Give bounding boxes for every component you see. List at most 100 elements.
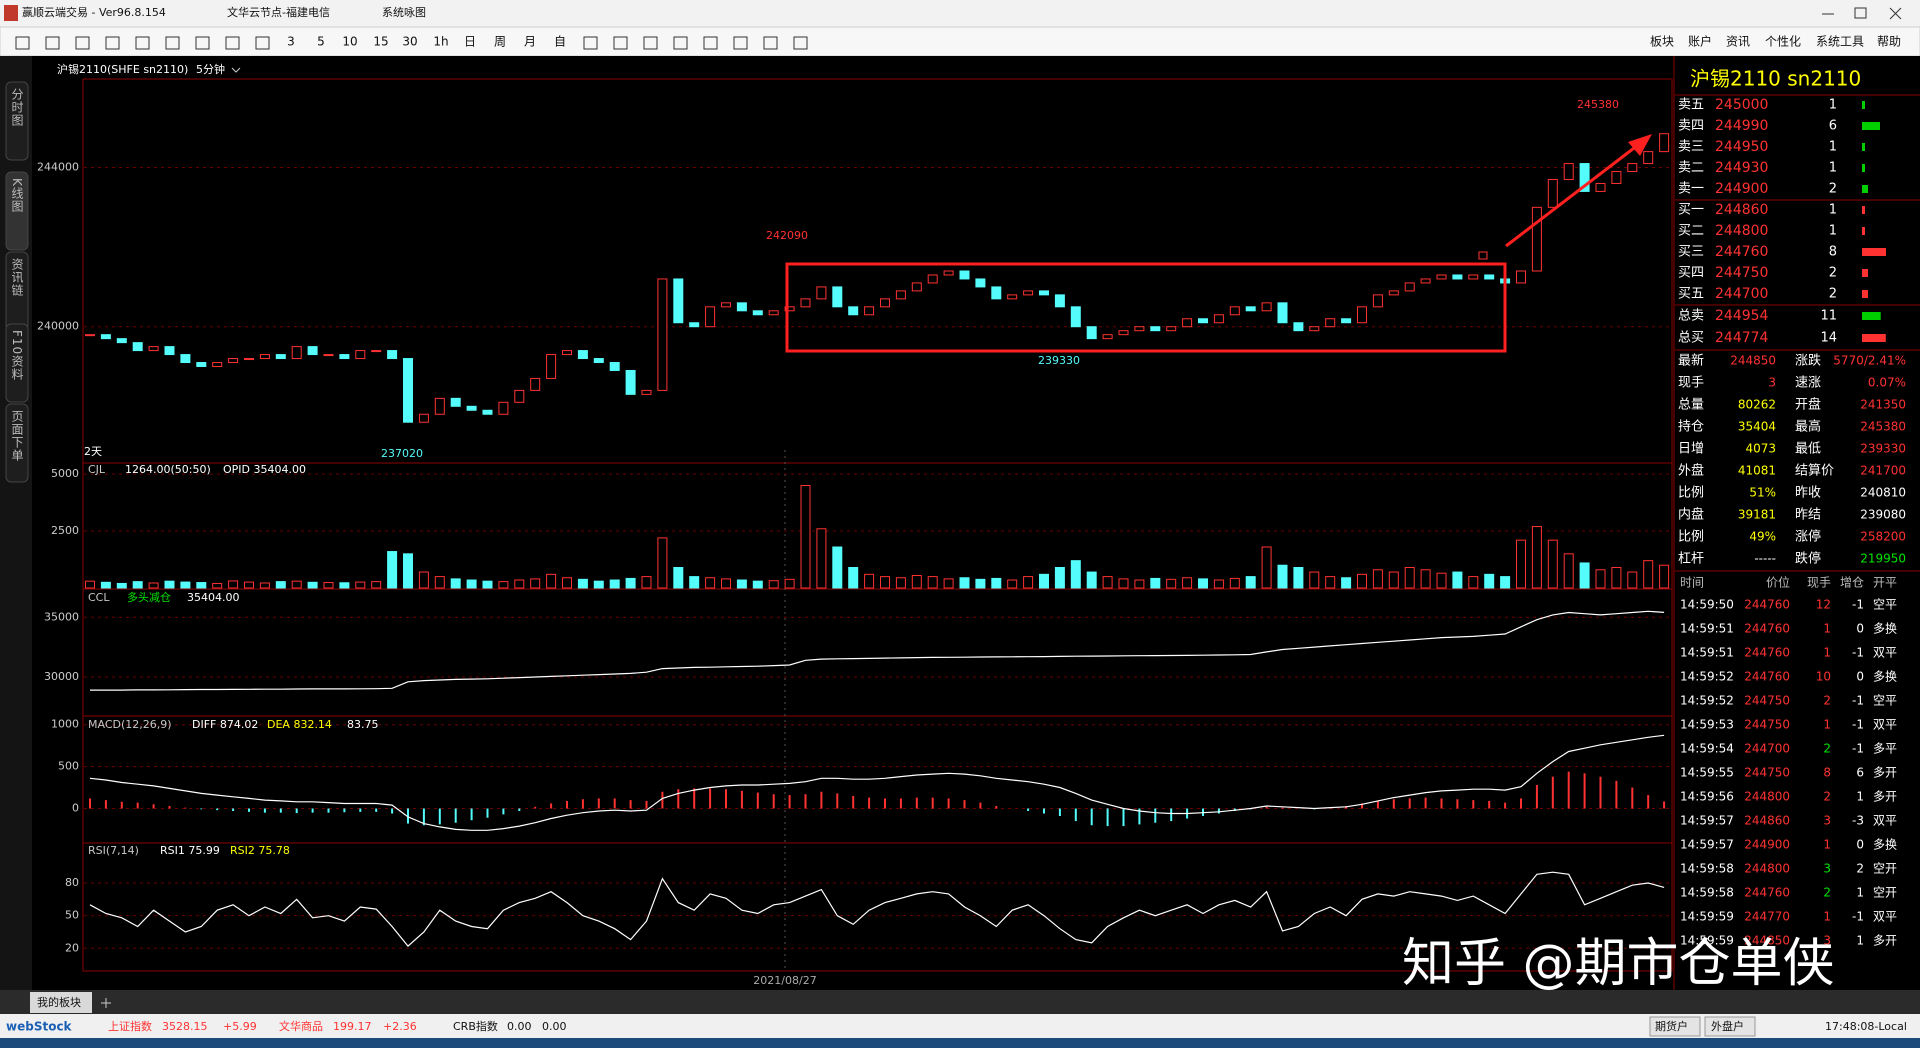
- rsi2-value: RSI2 75.78: [230, 844, 290, 857]
- period-button[interactable]: 月: [524, 35, 536, 49]
- candle: [355, 350, 366, 360]
- candle: [1595, 182, 1606, 192]
- book-bar: [1862, 269, 1868, 277]
- toolbar-icon[interactable]: [75, 36, 90, 50]
- candle: [848, 306, 859, 316]
- period-selector[interactable]: 5分钟: [196, 62, 225, 76]
- volume-bar: [1245, 576, 1256, 589]
- index-value: 3528.15: [162, 1020, 208, 1033]
- candle: [307, 346, 318, 356]
- account-button-label[interactable]: 外盘户: [1711, 1019, 1744, 1033]
- toolbar-icon[interactable]: [15, 36, 30, 50]
- toolbar-icon[interactable]: [733, 36, 748, 50]
- ccl-label[interactable]: CCL: [88, 591, 110, 604]
- arrow-head: [1628, 134, 1652, 156]
- toolbar-icon[interactable]: [165, 36, 180, 50]
- stat-value: 51%: [1749, 486, 1776, 500]
- candle: [816, 286, 827, 300]
- side-tab[interactable]: [5, 403, 29, 483]
- volume-label[interactable]: CJL: [88, 463, 106, 476]
- dropdown-arrow[interactable]: [231, 67, 241, 73]
- account-button[interactable]: [1649, 1016, 1701, 1037]
- menu-button[interactable]: 板块: [1650, 35, 1674, 49]
- toolbar-icon[interactable]: [613, 36, 628, 50]
- menu-item[interactable]: 系统咏图: [382, 6, 426, 19]
- toolbar-icon[interactable]: [793, 36, 808, 50]
- candle: [418, 413, 429, 423]
- menu-button[interactable]: 帮助: [1877, 35, 1901, 49]
- tab-label[interactable]: 我的板块: [37, 995, 81, 1009]
- volume-bar: [562, 577, 572, 589]
- account-button[interactable]: [1704, 1016, 1756, 1037]
- add-tab[interactable]: [101, 998, 111, 1008]
- close-button[interactable]: [1889, 7, 1902, 20]
- period-button[interactable]: 3: [287, 35, 295, 49]
- toolbar-icon[interactable]: [135, 36, 150, 50]
- account-button-label[interactable]: 期货户: [1655, 1019, 1688, 1033]
- period-button[interactable]: 10: [342, 35, 357, 49]
- macd-label[interactable]: MACD(12,26,9): [88, 718, 172, 731]
- candle: [323, 354, 334, 357]
- toolbar-icon[interactable]: [195, 36, 210, 50]
- node-label[interactable]: 文华云节点-福建电信: [227, 5, 330, 19]
- toolbar-icon[interactable]: [763, 36, 778, 50]
- volume-bar: [1643, 560, 1654, 589]
- candle: [148, 346, 159, 352]
- volume-bar: [1166, 578, 1177, 589]
- trade-cell: 多平: [1873, 742, 1897, 756]
- period-button[interactable]: 日: [464, 35, 476, 49]
- period-button[interactable]: 自: [554, 35, 566, 49]
- period-button[interactable]: 周: [494, 35, 506, 49]
- side-tab-label[interactable]: 页面下单: [10, 410, 24, 462]
- candle: [689, 322, 700, 328]
- volume-bar: [1563, 553, 1574, 589]
- candle: [514, 389, 525, 403]
- tab[interactable]: [30, 992, 92, 1013]
- stat-label: 昨收: [1795, 486, 1821, 501]
- menu-button[interactable]: 个性化: [1765, 35, 1801, 49]
- menu-button[interactable]: 系统工具: [1816, 35, 1864, 49]
- menu-button[interactable]: 资讯: [1726, 35, 1750, 49]
- toolbar-icon[interactable]: [45, 36, 60, 50]
- book-bar: [1862, 143, 1865, 151]
- stat-label: 持仓: [1678, 420, 1704, 435]
- toolbar-icon[interactable]: [105, 36, 120, 50]
- stat-label: 最低: [1795, 442, 1821, 457]
- volume-bar: [927, 576, 938, 589]
- volume-bar: [1436, 572, 1447, 589]
- toolbar-icon[interactable]: [643, 36, 658, 50]
- menu-button[interactable]: 账户: [1688, 34, 1712, 49]
- trade-cell: 2: [1823, 886, 1831, 900]
- volume-bar: [116, 582, 127, 589]
- y-tick-label: 244000: [37, 161, 79, 174]
- candle: [180, 354, 191, 364]
- period-button[interactable]: 5: [317, 35, 325, 49]
- candle: [212, 362, 223, 368]
- side-tab-label[interactable]: F10资料: [10, 330, 24, 381]
- side-tab-label[interactable]: 分时图: [10, 88, 24, 127]
- period-button[interactable]: 30: [402, 35, 417, 49]
- side-tab[interactable]: [5, 323, 29, 403]
- volume-bar: [975, 578, 986, 589]
- toolbar-icon[interactable]: [703, 36, 718, 50]
- candle: [1468, 274, 1479, 280]
- stat-label: 外盘: [1678, 463, 1704, 479]
- stat-label: 日增: [1678, 442, 1704, 457]
- side-tab[interactable]: [5, 171, 29, 251]
- trade-cell: -1: [1852, 646, 1864, 660]
- side-tab-label[interactable]: K线图: [10, 178, 24, 213]
- side-tab-label[interactable]: 资讯链: [10, 258, 24, 297]
- toolbar-icon[interactable]: [255, 36, 270, 50]
- toolbar-icon[interactable]: [583, 36, 598, 50]
- period-button[interactable]: 1h: [433, 35, 448, 49]
- maximize-button[interactable]: [1854, 7, 1867, 19]
- volume-bar: [577, 578, 588, 589]
- book-label: 买一: [1678, 203, 1704, 218]
- period-button[interactable]: 15: [373, 35, 388, 49]
- toolbar-icon[interactable]: [673, 36, 688, 50]
- rsi-label[interactable]: RSI(7,14): [88, 844, 139, 857]
- volume-bar: [625, 577, 636, 589]
- side-tab[interactable]: [5, 81, 29, 161]
- toolbar-icon[interactable]: [225, 36, 240, 50]
- volume-bar: [1023, 576, 1034, 589]
